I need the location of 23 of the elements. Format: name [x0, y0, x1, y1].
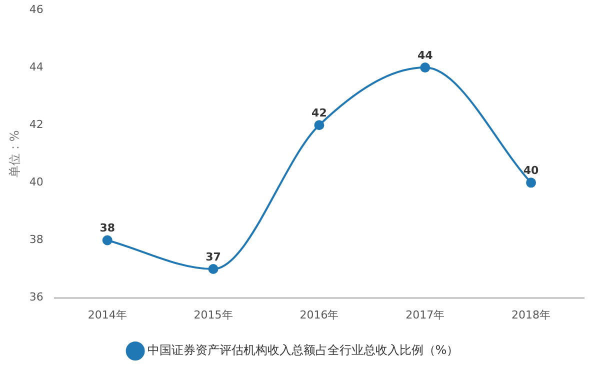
point	[102, 235, 112, 246]
data-label: 37	[206, 250, 221, 264]
point	[208, 264, 218, 274]
data-label: 40	[523, 164, 540, 178]
data-label: 44	[417, 48, 434, 62]
y-tick-label: 46	[29, 2, 44, 16]
point	[314, 120, 324, 130]
x-tick-label: 2017年	[406, 308, 445, 322]
x-tick-label: 2015年	[194, 308, 233, 322]
x-tick-label: 2014年	[88, 308, 127, 322]
x-tick-label: 2016年	[300, 308, 339, 322]
y-tick-label: 38	[29, 233, 44, 246]
y-tick-label: 36	[29, 290, 44, 304]
y-tick-label: 42	[29, 118, 44, 131]
point	[526, 178, 536, 188]
data-label: 38	[100, 222, 116, 235]
x-tick-label: 2018年	[512, 308, 551, 322]
point	[420, 62, 430, 73]
legend-label: 中国证券资产评估机构收入总额占全行业总收入比例（%）	[147, 343, 459, 358]
y-tick-label: 40	[29, 176, 44, 189]
y-tick-label: 44	[29, 60, 44, 74]
y-axis-title: 单位：%	[7, 130, 22, 178]
data-label: 42	[312, 106, 327, 120]
